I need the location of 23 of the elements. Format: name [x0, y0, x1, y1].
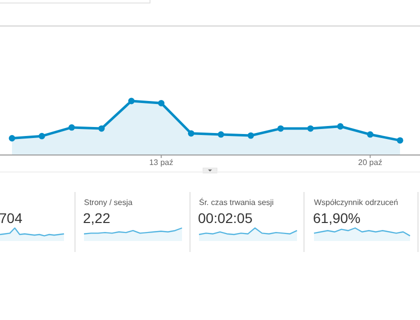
- point: [128, 98, 135, 104]
- point: [158, 100, 164, 106]
- point: [188, 130, 194, 137]
- point: [277, 125, 284, 132]
- point: [68, 124, 75, 131]
- point: [248, 132, 254, 139]
- chart-subtitle: 2,22: [83, 210, 110, 226]
- point: [38, 132, 46, 140]
- chart-subtitle: 704: [0, 210, 23, 226]
- point: [8, 135, 16, 142]
- point: [396, 137, 404, 144]
- point: [337, 123, 344, 130]
- chart-title: Współczynnik odrzuceń: [314, 198, 398, 207]
- chart-title: Śr. czas trwania sesji: [199, 197, 274, 207]
- x-tick-label: 20 paź: [358, 158, 382, 167]
- chart-subtitle: 00:02:05: [198, 210, 253, 226]
- point: [218, 131, 224, 138]
- chart-title: Strony / sesja: [84, 198, 134, 207]
- point: [98, 125, 105, 132]
- point: [367, 131, 374, 138]
- x-tick-label: 13 paź: [149, 158, 174, 167]
- chart-subtitle: 61,90%: [313, 210, 360, 226]
- point: [307, 125, 314, 132]
